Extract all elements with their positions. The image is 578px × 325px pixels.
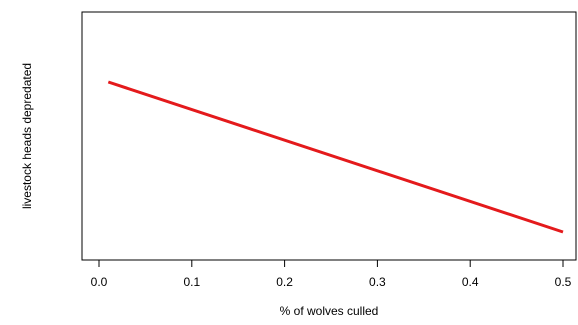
plot-area-frame: [81, 11, 577, 261]
x-axis-title: % of wolves culled: [280, 304, 379, 318]
x-tick-label: 0.4: [462, 275, 479, 289]
x-tick-label: 0.0: [91, 275, 108, 289]
series-line: [107, 80, 564, 234]
x-tick-label: 0.1: [183, 275, 200, 289]
x-tick-label: 0.2: [276, 275, 293, 289]
x-tick-label: 0.5: [555, 275, 572, 289]
y-axis-title: livestock heads depredated: [20, 63, 34, 209]
x-tick-label: 0.3: [369, 275, 386, 289]
series-layer: [107, 80, 564, 234]
x-axis: 0.0 0.1 0.2 0.3 0.4 0.5: [91, 259, 572, 289]
